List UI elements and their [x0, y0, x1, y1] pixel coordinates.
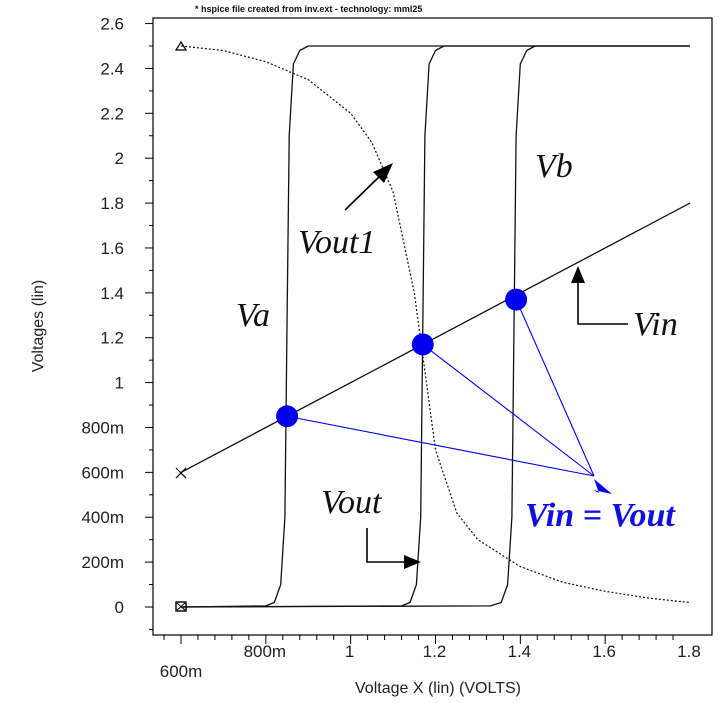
x-tick-label: 1: [345, 642, 354, 661]
label-va: Va: [236, 297, 270, 334]
bottom-start-marker: [175, 601, 187, 612]
y-tick-label: 2.6: [100, 15, 124, 34]
y-tick-label: 0: [115, 598, 124, 617]
y-tick-label: 1.4: [100, 284, 124, 303]
vin-arrow-head: [571, 266, 585, 283]
connector-line: [286, 415, 595, 477]
y-tick-label: 2.4: [100, 59, 124, 78]
y-axis-tick-labels: 0 200m 400m 600m 800m 1 1.2 1.4 1.6 1.8 2 2.2 2.4 2.6: [81, 15, 124, 617]
series-layer: [180, 45, 691, 608]
intersection-point: [276, 405, 299, 428]
series-vin: [180, 202, 691, 473]
intersection-point: [411, 333, 434, 356]
y-tick-label: 1.8: [100, 194, 124, 213]
x-tick-label: 1.6: [592, 642, 616, 661]
x-axis-tick-labels: 600m 800m 1 1.2 1.4 1.6 1.8: [160, 642, 701, 681]
intersection-points: [276, 288, 528, 428]
label-vin-equals-vout: Vin = Vout: [525, 497, 676, 534]
vout1-arrow-head: [373, 163, 393, 183]
vout1-arrow: [344, 175, 381, 211]
x-tick-label: 600m: [160, 662, 203, 681]
y-tick-label: 1.2: [100, 329, 124, 348]
x-tick-label: 1.2: [423, 642, 447, 661]
label-vout: Vout: [321, 484, 383, 521]
x-tick-label: 1.8: [677, 642, 701, 661]
series-va: [180, 45, 690, 608]
intersection-connector-lines: [286, 299, 595, 477]
series-vout1: [180, 45, 691, 604]
vout1-start-marker: [174, 40, 188, 51]
vout-arrow: [366, 528, 405, 563]
y-tick-label: 1.6: [100, 239, 124, 258]
x-axis-ticks: [163, 635, 674, 644]
x-tick-label: 1.4: [508, 642, 532, 661]
connector-line: [422, 344, 595, 477]
label-vb: Vb: [535, 148, 573, 185]
x-tick-label: 800m: [244, 642, 287, 661]
y-tick-label: 1: [115, 374, 124, 393]
series-vb: [180, 45, 690, 608]
x-axis-label: Voltage X (lin) (VOLTS): [355, 680, 521, 697]
y-axis-label: Voltages (lin): [30, 280, 47, 373]
vout-arrow-head: [404, 555, 421, 569]
bottom-start-marker-cross: [176, 602, 186, 611]
y-tick-label: 2: [115, 149, 124, 168]
vin-start-marker: [175, 467, 187, 479]
y-tick-label: 2.2: [100, 104, 124, 123]
vin-arrow: [577, 282, 628, 325]
connector-line: [515, 299, 595, 477]
series-vout: [180, 45, 690, 608]
y-tick-label: 200m: [81, 553, 124, 572]
intersection-point: [505, 288, 528, 311]
y-tick-label: 600m: [81, 463, 124, 482]
y-axis-ticks: [145, 23, 153, 630]
plot-frame: [152, 17, 713, 636]
y-tick-label: 800m: [81, 418, 124, 437]
vin-equals-vout-arrow-head: [593, 479, 612, 494]
y-tick-label: 400m: [81, 508, 124, 527]
label-vin: Vin: [633, 306, 678, 343]
chart-title: * hspice file created from inv.ext - tec…: [195, 4, 422, 14]
label-vout1: Vout1: [298, 224, 375, 261]
